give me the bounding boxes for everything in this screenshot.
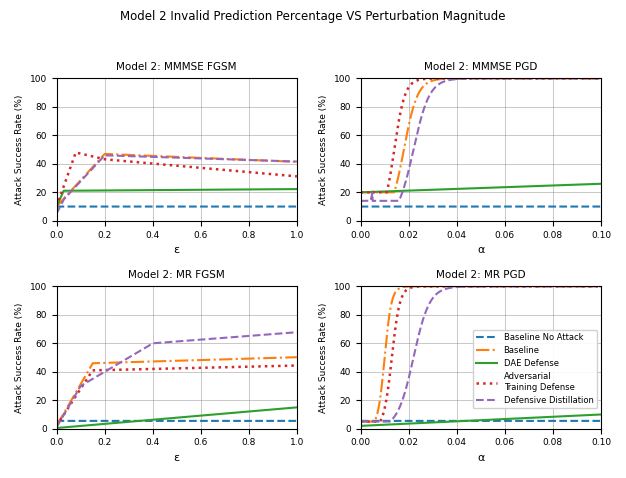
Y-axis label: Attack Success Rate (%): Attack Success Rate (%) (15, 95, 24, 205)
Y-axis label: Attack Success Rate (%): Attack Success Rate (%) (319, 95, 328, 205)
X-axis label: ε: ε (173, 245, 180, 255)
Y-axis label: Attack Success Rate (%): Attack Success Rate (%) (319, 303, 328, 413)
Title: Model 2: MR PGD: Model 2: MR PGD (436, 270, 526, 280)
Y-axis label: Attack Success Rate (%): Attack Success Rate (%) (15, 303, 24, 413)
Title: Model 2: MMMSE FGSM: Model 2: MMMSE FGSM (116, 62, 237, 72)
X-axis label: α: α (477, 245, 485, 255)
X-axis label: ε: ε (173, 453, 180, 463)
Title: Model 2: MMMSE PGD: Model 2: MMMSE PGD (424, 62, 538, 72)
Legend: Baseline No Attack, Baseline, DAE Defense, Adversarial
Training Defense, Defensi: Baseline No Attack, Baseline, DAE Defens… (473, 329, 597, 408)
Title: Model 2: MR FGSM: Model 2: MR FGSM (128, 270, 225, 280)
X-axis label: α: α (477, 453, 485, 463)
Text: Model 2 Invalid Prediction Percentage VS Perturbation Magnitude: Model 2 Invalid Prediction Percentage VS… (120, 10, 506, 22)
